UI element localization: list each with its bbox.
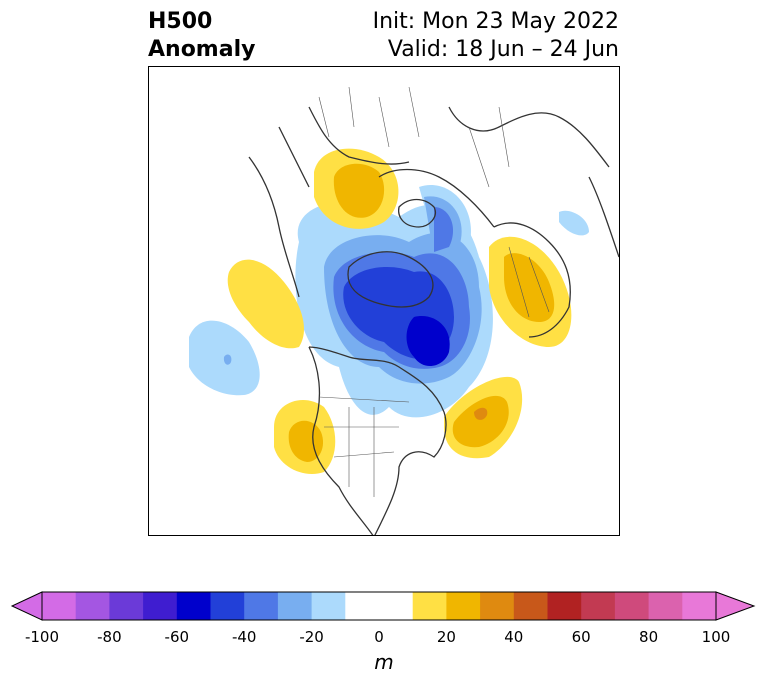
colorbar-segment <box>581 592 616 620</box>
map-panel <box>148 66 620 536</box>
colorbar-segment <box>648 592 683 620</box>
political-borders <box>318 86 550 497</box>
colorbar-segment <box>210 592 245 620</box>
positive-anomaly-contours <box>227 148 572 475</box>
colorbar-tick-label: 40 <box>504 628 524 646</box>
valid-range: Valid: 18 Jun – 24 Jun <box>387 37 619 62</box>
colorbar-segment <box>345 592 380 620</box>
colorbar-segment <box>614 592 650 620</box>
title-line-2: Anomaly <box>148 37 256 62</box>
colorbar-segment <box>547 592 582 620</box>
coastlines <box>248 106 619 535</box>
colorbar-tick-label: -100 <box>24 628 60 646</box>
colorbar-segment <box>109 592 144 620</box>
colorbar-segment <box>412 592 447 620</box>
colorbar-tick-label: -40 <box>231 628 257 646</box>
chart-title: H500 Anomaly <box>148 8 255 64</box>
init-date: Init: Mon 23 May 2022 <box>372 9 619 34</box>
colorbar-segment <box>446 592 481 620</box>
colorbar-tick-label: 60 <box>571 628 591 646</box>
title-line-1: H500 <box>148 9 213 34</box>
colorbar-segment <box>75 592 110 620</box>
colorbar-segment <box>176 592 211 620</box>
colorbar-tick-label: -80 <box>97 628 122 646</box>
colorbar-tick-label: -60 <box>164 628 190 646</box>
colorbar-segment <box>42 592 77 620</box>
colorbar-segment <box>143 592 178 620</box>
colorbar-segment <box>311 592 346 620</box>
colorbar-tick-label: 80 <box>639 628 659 646</box>
colorbar-unit: m <box>374 650 394 674</box>
colorbar-tick-label: -20 <box>299 628 324 646</box>
colorbar-segment <box>480 592 515 620</box>
forecast-dates: Init: Mon 23 May 2022 Valid: 18 Jun – 24… <box>373 8 619 64</box>
colorbar-high-extend <box>715 591 756 621</box>
colorbar-low-extend <box>10 591 43 621</box>
negative-anomaly-contours <box>189 185 589 418</box>
anomaly-map <box>189 86 619 535</box>
colorbar-tick-label: 20 <box>436 628 456 646</box>
colorbar-segment <box>379 592 414 620</box>
colorbar-segment <box>277 592 313 620</box>
colorbar-segment <box>513 592 548 620</box>
colorbar <box>10 591 756 621</box>
colorbar-segment <box>244 592 279 620</box>
colorbar-tick-label: 100 <box>701 628 731 646</box>
colorbar-tick-label: 0 <box>374 628 384 646</box>
colorbar-segment <box>682 592 717 620</box>
